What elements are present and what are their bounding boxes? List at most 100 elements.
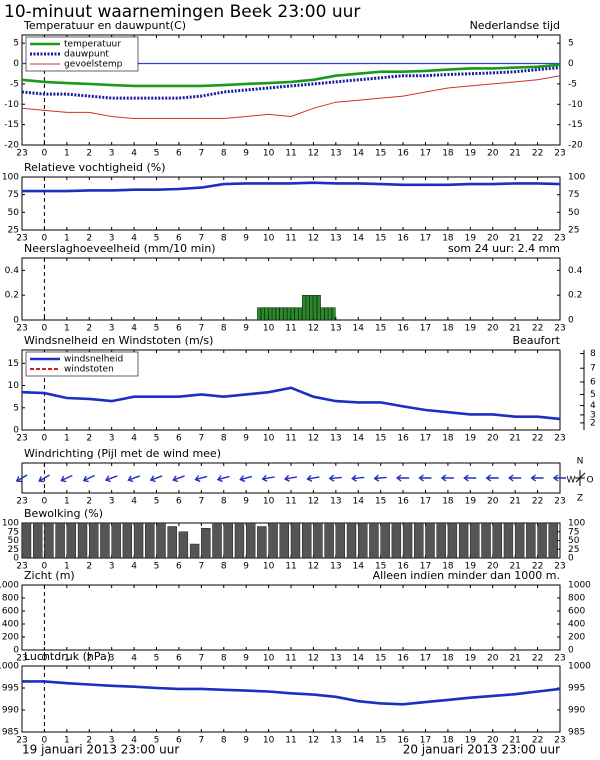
bar <box>283 307 288 321</box>
x-tick-label: 20 <box>487 324 499 334</box>
bar <box>537 522 547 559</box>
y-tick-label-right: 100 <box>568 173 585 183</box>
x-tick-label: 20 <box>487 149 499 159</box>
compass-needle <box>575 470 586 486</box>
x-tick-label: 6 <box>176 234 182 244</box>
x-tick-label: 0 <box>42 654 48 664</box>
x-tick-label: 9 <box>243 324 249 334</box>
x-tick-label: 8 <box>221 234 227 244</box>
x-tick-label: 3 <box>109 562 115 572</box>
y-tick-label: 200 <box>2 633 19 643</box>
x-tick-label: 12 <box>308 497 319 507</box>
panel-title: Neerslaghoeveelheid (mm/10 min) <box>24 242 216 255</box>
end-date: 20 januari 2013 23:00 uur <box>403 743 560 757</box>
bar <box>447 522 458 559</box>
x-tick-label: 14 <box>353 497 365 507</box>
y2-tick-label: 8 <box>590 349 596 359</box>
y-tick-label: 5 <box>13 39 19 49</box>
bar <box>313 522 323 559</box>
compass-label: Z <box>577 494 583 504</box>
x-tick-label: 13 <box>330 497 341 507</box>
y-tick-label-right: 100 <box>568 519 585 529</box>
bar <box>268 307 273 321</box>
y-tick-label-right: 25 <box>568 545 579 555</box>
y-tick-label-right: 75 <box>568 190 579 200</box>
bar <box>294 307 299 321</box>
y-tick-label: 5 <box>13 403 19 413</box>
x-tick-label: 18 <box>442 149 454 159</box>
x-tick-label: 5 <box>154 434 160 444</box>
x-tick-label: 16 <box>397 324 409 334</box>
bar <box>156 522 166 559</box>
x-tick-label: 9 <box>243 562 249 572</box>
y-tick-label-right: -15 <box>568 120 583 130</box>
x-tick-label: 2 <box>86 434 92 444</box>
x-tick-label: 17 <box>420 234 431 244</box>
y-tick-label: 50 <box>8 208 20 218</box>
bar <box>100 522 110 559</box>
y-tick-label-right: 995 <box>568 684 585 694</box>
x-tick-label: 18 <box>442 324 454 334</box>
panel-title: Temperatuur en dauwpunt(C) <box>23 19 186 32</box>
x-tick-label: 7 <box>198 562 204 572</box>
plot-frame <box>21 665 561 733</box>
x-tick-label: 7 <box>198 149 204 159</box>
x-tick-label: 21 <box>509 324 520 334</box>
wind-arrow <box>261 474 275 482</box>
x-tick-label: 7 <box>198 736 204 746</box>
y2-tick-label: 5 <box>590 390 596 400</box>
x-tick-label: 11 <box>285 324 296 334</box>
x-tick-label: 23 <box>16 434 27 444</box>
wind-arrow <box>38 474 50 483</box>
wind-arrow <box>127 475 140 483</box>
x-tick-label: 23 <box>16 497 27 507</box>
x-tick-label: 18 <box>442 562 454 572</box>
panel-note: Nederlandse tijd <box>470 19 560 32</box>
bar <box>503 522 514 559</box>
y-tick-label: 990 <box>2 706 19 716</box>
y-tick-label: 1000 <box>0 581 19 591</box>
x-tick-label: 20 <box>487 562 499 572</box>
x-tick-label: 16 <box>397 654 409 664</box>
compass-label: W <box>567 476 576 486</box>
x-tick-label: 10 <box>263 562 275 572</box>
bar <box>317 295 321 321</box>
plot-frame <box>21 584 561 651</box>
y-tick-label: 100 <box>2 173 19 183</box>
bar <box>514 522 525 559</box>
x-tick-label: 17 <box>420 324 431 334</box>
bar <box>245 522 256 559</box>
bar <box>425 522 435 559</box>
x-tick-label: 23 <box>554 736 565 746</box>
y-tick-label: 100 <box>2 519 19 529</box>
x-tick-label: 18 <box>442 736 454 746</box>
x-tick-label: 22 <box>532 562 543 572</box>
x-tick-label: 1 <box>64 324 70 334</box>
y-tick-label-right: 400 <box>568 620 585 630</box>
bar <box>133 522 144 559</box>
x-tick-label: 4 <box>131 149 137 159</box>
x-tick-label: 12 <box>308 654 319 664</box>
x-tick-label: 11 <box>285 562 296 572</box>
x-tick-label: 19 <box>465 654 477 664</box>
x-tick-label: 21 <box>509 654 520 664</box>
x-tick-label: 22 <box>532 149 543 159</box>
x-tick-label: 7 <box>198 497 204 507</box>
x-tick-label: 10 <box>263 736 275 746</box>
bar <box>290 522 301 559</box>
y-tick-label: 0.4 <box>5 266 20 276</box>
x-tick-label: 15 <box>375 234 386 244</box>
x-tick-label: 15 <box>375 736 386 746</box>
x-tick-label: 23 <box>16 149 27 159</box>
x-tick-label: 8 <box>221 497 227 507</box>
x-tick-label: 23 <box>16 562 27 572</box>
x-tick-label: 21 <box>509 434 520 444</box>
x-tick-label: 11 <box>285 654 296 664</box>
bar <box>279 307 284 321</box>
legend-label: windsnelheid <box>64 355 123 365</box>
x-tick-label: 13 <box>330 324 341 334</box>
bar <box>234 522 245 559</box>
x-tick-label: 16 <box>397 562 409 572</box>
bar <box>458 522 469 559</box>
bar <box>305 295 310 321</box>
